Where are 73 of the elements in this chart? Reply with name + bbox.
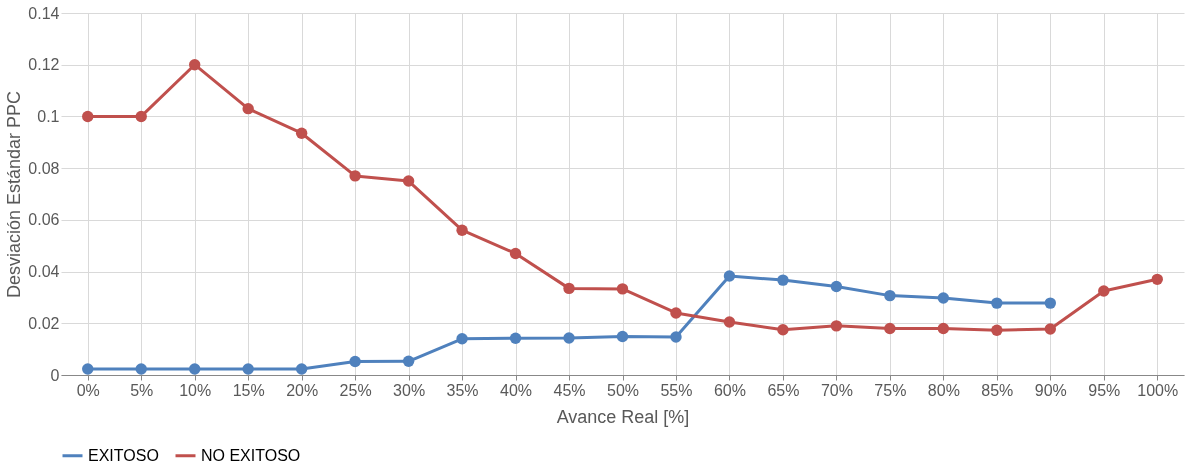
- x-tick-label: 10%: [179, 381, 212, 399]
- point: [242, 102, 254, 115]
- y-tick-label: 0.04: [28, 263, 60, 281]
- point: [777, 274, 789, 286]
- point: [509, 332, 522, 344]
- x-tick-label: 55%: [660, 381, 693, 399]
- x-axis-title: Avance Real [%]: [556, 406, 690, 427]
- point: [1098, 285, 1110, 297]
- y-tick-label: 0.1: [37, 107, 60, 125]
- point: [670, 307, 682, 319]
- x-tick-label: 95%: [1088, 381, 1121, 399]
- point: [402, 175, 415, 187]
- point: [242, 363, 254, 375]
- point: [670, 331, 682, 343]
- x-tick-label: 90%: [1034, 381, 1067, 399]
- point: [830, 280, 843, 293]
- point: [884, 322, 896, 335]
- point: [509, 247, 522, 260]
- point: [1044, 323, 1057, 335]
- y-axis-title: Desviación Estándar PPC: [4, 90, 25, 299]
- x-tick-label: 25%: [339, 381, 372, 399]
- point: [991, 297, 1003, 309]
- point: [563, 332, 575, 344]
- point: [1044, 297, 1057, 309]
- y-tick-label: 0: [50, 366, 60, 384]
- point: [937, 322, 950, 335]
- legend-label: EXITOSO: [88, 446, 159, 464]
- point: [82, 110, 94, 123]
- x-tick-label: 5%: [130, 381, 154, 399]
- point: [1151, 273, 1163, 286]
- point: [456, 224, 468, 236]
- x-tick-label: 65%: [767, 381, 800, 399]
- y-tick-label: 0.12: [28, 56, 60, 74]
- point: [188, 363, 201, 375]
- point: [135, 110, 147, 123]
- y-tick-label: 0.06: [28, 211, 60, 229]
- point: [82, 363, 94, 375]
- point: [616, 330, 629, 343]
- x-tick-label: 0%: [76, 381, 100, 399]
- x-tick-label: 15%: [232, 381, 265, 399]
- point: [135, 363, 147, 375]
- point: [295, 127, 308, 139]
- point: [830, 320, 843, 332]
- x-tick-label: 75%: [874, 381, 907, 399]
- point: [188, 59, 201, 71]
- x-tick-label: 30%: [393, 381, 426, 399]
- point: [563, 282, 575, 295]
- point: [723, 316, 736, 328]
- x-tick-label: 85%: [981, 381, 1014, 399]
- point: [723, 270, 736, 282]
- legend-label: NO EXITOSO: [201, 446, 301, 464]
- y-tick-label: 0.02: [28, 314, 60, 332]
- point: [616, 283, 629, 295]
- x-tick-label: 70%: [820, 381, 853, 399]
- point: [295, 363, 308, 375]
- point: [349, 170, 361, 182]
- point: [884, 289, 896, 302]
- x-tick-label: 35%: [446, 381, 479, 399]
- x-tick-label: 50%: [606, 381, 640, 399]
- x-tick-label: 100%: [1137, 381, 1179, 399]
- y-tick-label: 0.14: [28, 4, 60, 22]
- y-tick-label: 0.08: [28, 159, 60, 177]
- point: [937, 292, 950, 304]
- point: [991, 324, 1003, 336]
- x-tick-label: 60%: [713, 381, 746, 399]
- x-tick-label: 45%: [553, 381, 586, 399]
- point: [777, 324, 789, 336]
- point: [456, 333, 468, 345]
- x-tick-label: 40%: [500, 381, 533, 399]
- point: [402, 355, 415, 367]
- x-tick-label: 80%: [927, 381, 960, 399]
- point: [349, 355, 361, 368]
- x-tick-label: 20%: [286, 381, 319, 399]
